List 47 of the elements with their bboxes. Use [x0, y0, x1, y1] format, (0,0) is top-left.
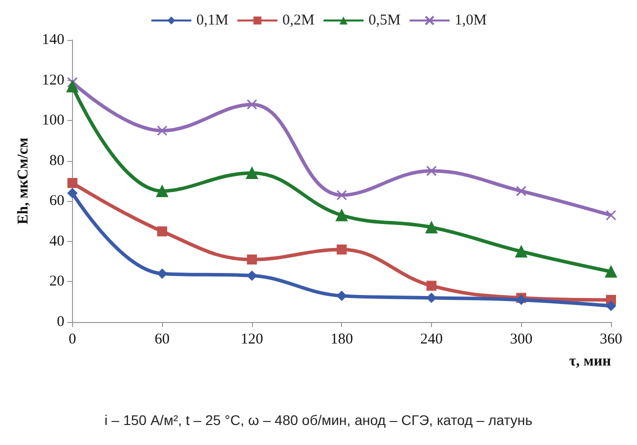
point	[246, 270, 257, 281]
point	[426, 280, 436, 291]
y-tick-label: 40	[49, 233, 64, 250]
point	[67, 178, 78, 188]
point	[157, 268, 168, 279]
x-tick-label: 300	[510, 332, 532, 348]
point	[336, 244, 347, 254]
x-tick-label: 240	[420, 332, 443, 348]
y-tick-label: 20	[49, 274, 64, 290]
point	[67, 188, 78, 198]
point	[246, 254, 257, 265]
x-axis-title: τ, мин	[569, 354, 612, 370]
point	[246, 99, 258, 110]
point	[246, 166, 258, 179]
y-tick-label: 0	[56, 314, 64, 330]
y-tick-label: 120	[42, 72, 64, 88]
y-tick-label: 60	[49, 193, 64, 210]
x-tick-label: 0	[68, 332, 76, 348]
point	[336, 290, 347, 301]
point	[606, 300, 616, 311]
point	[156, 125, 168, 136]
point	[336, 190, 347, 200]
point	[157, 226, 168, 236]
point	[426, 166, 437, 176]
y-tick-label: 100	[42, 112, 64, 129]
point	[516, 186, 526, 196]
y-tick-label: 140	[42, 32, 64, 48]
text: i – 150 А/м², t – 25 °C, ω – 480 об/мин, анод – СГЭ, катод – латунь	[104, 412, 532, 428]
legend-label: 0,2M	[282, 12, 315, 28]
point	[67, 77, 78, 88]
x-tick-label: 120	[240, 332, 264, 348]
y-tick-label: 80	[49, 152, 64, 169]
point	[515, 246, 528, 258]
x-tick-label: 60	[154, 332, 170, 348]
x-tick-label: 360	[600, 332, 622, 348]
point	[66, 80, 78, 92]
point	[425, 221, 438, 234]
legend-label: 0,5M	[368, 12, 401, 28]
point	[156, 185, 168, 198]
legend-label: 0,1M	[196, 12, 228, 28]
legend-label: 1,0M	[454, 12, 487, 28]
point	[605, 266, 617, 278]
point	[336, 209, 348, 222]
y-axis-title: Eh, мкСм/см	[16, 138, 32, 224]
point	[426, 292, 436, 303]
point	[606, 210, 616, 220]
x-tick-label: 180	[330, 332, 353, 348]
